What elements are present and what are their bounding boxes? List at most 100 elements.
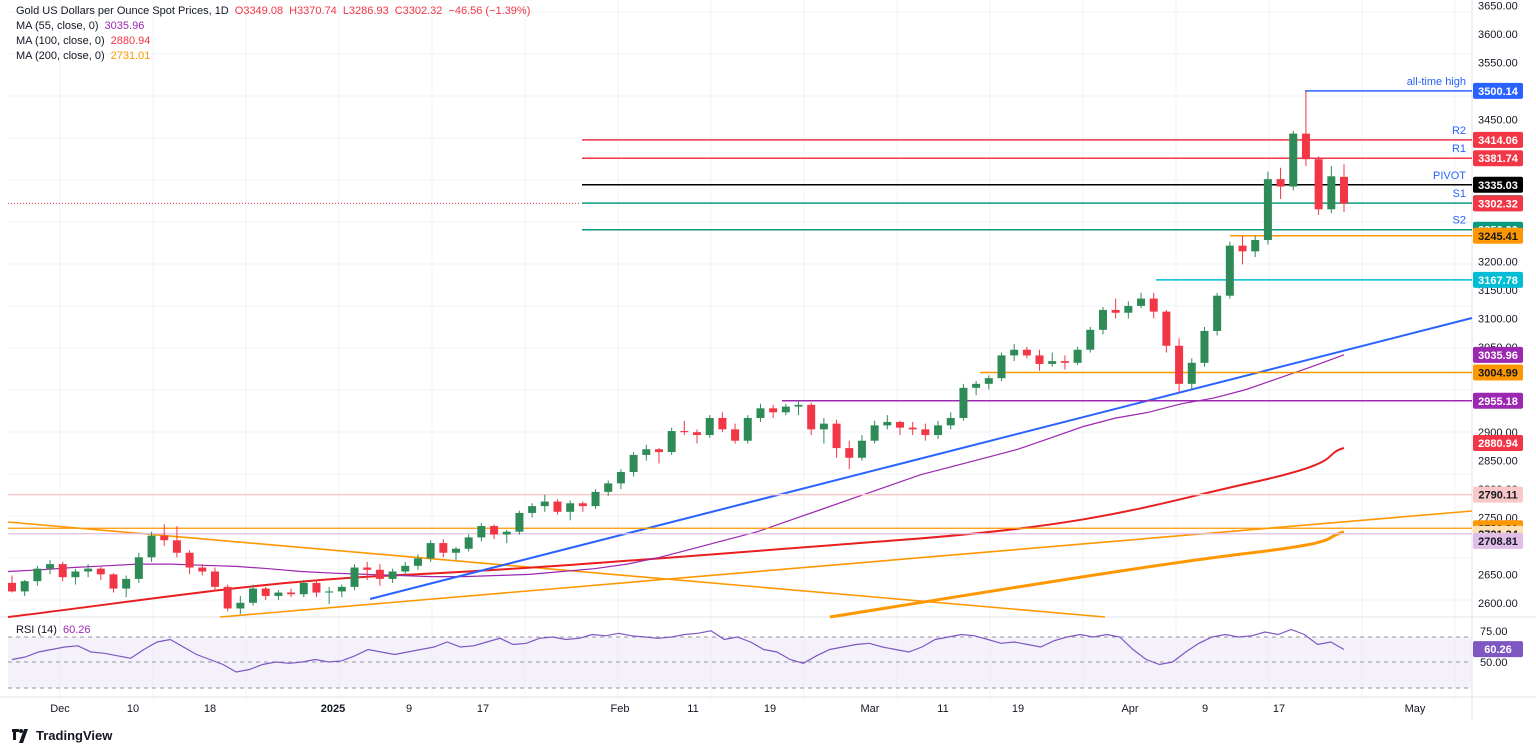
tradingview-logo-icon bbox=[12, 728, 28, 743]
ma55-value: 3035.96 bbox=[104, 20, 145, 32]
y-tick-label: 2650.00 bbox=[1478, 569, 1518, 581]
rsi-value: 60.26 bbox=[62, 624, 91, 636]
x-tick-label: 17 bbox=[477, 703, 489, 715]
x-tick-label: 17 bbox=[1273, 703, 1285, 715]
candle-body bbox=[122, 578, 131, 589]
candle-body bbox=[718, 417, 727, 430]
candle-body bbox=[819, 423, 828, 430]
axis-badge-2790.11-bg bbox=[1473, 486, 1523, 503]
x-tick-label: 19 bbox=[764, 703, 776, 715]
y-tick-label: 3200.00 bbox=[1478, 257, 1518, 269]
ma55-row[interactable]: MA (55, close, 0) 3035.96 bbox=[16, 19, 530, 34]
axis-badge-all-time-high: 3500.14 bbox=[1478, 86, 1519, 98]
candle-body bbox=[654, 449, 663, 453]
candle-body bbox=[896, 421, 904, 428]
candle-body bbox=[502, 531, 511, 535]
ma55-line bbox=[7, 354, 1345, 578]
candle-body bbox=[642, 449, 651, 455]
rsi-tick-label: 75.00 bbox=[1480, 626, 1508, 638]
ma200-label: MA (200, close, 0) bbox=[16, 50, 105, 62]
candle-body bbox=[375, 569, 384, 579]
axis-badge-support-2955: 2955.18 bbox=[1478, 396, 1518, 408]
close-value: C3302.32 bbox=[394, 5, 443, 17]
candle-body bbox=[1251, 239, 1260, 252]
rsi-value-badge: 60.26 bbox=[1484, 644, 1512, 656]
ma100-line bbox=[7, 447, 1345, 618]
ma100-label: MA (100, close, 0) bbox=[16, 35, 105, 47]
candle-body bbox=[743, 417, 752, 441]
candle-body bbox=[667, 431, 676, 453]
axis-badge-support-3167-bg bbox=[1473, 271, 1523, 288]
candle-body bbox=[946, 417, 955, 426]
axis-badge-support-3004-bg bbox=[1473, 364, 1523, 381]
candle-body bbox=[185, 552, 194, 568]
ma100-row[interactable]: MA (100, close, 0) 2880.94 bbox=[16, 34, 530, 49]
candle-body bbox=[33, 568, 42, 582]
candle-body bbox=[1048, 361, 1057, 364]
x-tick-label: 18 bbox=[204, 703, 216, 715]
candle-body bbox=[8, 582, 16, 592]
x-tick-label: 10 bbox=[127, 703, 139, 715]
candle-body bbox=[629, 454, 638, 472]
ma200-row[interactable]: MA (200, close, 0) 2731.01 bbox=[16, 49, 530, 64]
candle-body bbox=[337, 586, 346, 592]
level-tag-all-time-high: all-time high bbox=[1407, 76, 1466, 88]
candle-body bbox=[1073, 349, 1082, 363]
y-tick-label: 3600.00 bbox=[1478, 29, 1518, 41]
candle-body bbox=[908, 427, 917, 430]
candle-body bbox=[1098, 309, 1107, 330]
candle-body bbox=[249, 588, 258, 603]
candle-body bbox=[959, 387, 968, 418]
candle-body bbox=[1213, 295, 1222, 331]
ma200-value: 2731.01 bbox=[110, 50, 151, 62]
candle-body bbox=[388, 571, 397, 579]
candle-body bbox=[1276, 179, 1285, 187]
axis-badge-r2: 3414.06 bbox=[1478, 135, 1518, 147]
axis-badge-r2-bg bbox=[1473, 131, 1523, 148]
candle-body bbox=[312, 582, 321, 593]
rsi-legend[interactable]: RSI (14) 60.26 bbox=[16, 624, 91, 636]
candle-body bbox=[223, 586, 232, 609]
ma100-value: 2880.94 bbox=[110, 35, 151, 47]
axis-badge-2708.81: 2708.81 bbox=[1478, 536, 1518, 548]
candle-body bbox=[1314, 159, 1323, 210]
candle-body bbox=[1137, 298, 1146, 306]
candle-body bbox=[46, 564, 55, 569]
candle-body bbox=[528, 506, 537, 513]
candle-body bbox=[160, 535, 169, 541]
candle-body bbox=[1149, 298, 1158, 312]
candle-body bbox=[84, 568, 93, 572]
candle-body bbox=[1035, 355, 1044, 364]
candle-body bbox=[71, 571, 80, 578]
rsi-line bbox=[11, 628, 1345, 673]
axis-badge-2880.94-bg bbox=[1473, 435, 1523, 452]
candle-body bbox=[299, 582, 308, 595]
ma55-label: MA (55, close, 0) bbox=[16, 20, 99, 32]
low-value: L3286.93 bbox=[342, 5, 389, 17]
candle-body bbox=[287, 592, 296, 595]
candle-body bbox=[198, 567, 207, 572]
rsi-tick-label: 50.00 bbox=[1480, 657, 1508, 669]
candle-body bbox=[134, 557, 143, 579]
candle-body bbox=[20, 581, 29, 592]
candle-body bbox=[693, 432, 702, 436]
tradingview-brand[interactable]: TradingView bbox=[12, 728, 112, 743]
candle-body bbox=[1187, 362, 1196, 384]
axis-badge-3302.32: 3302.32 bbox=[1478, 198, 1518, 210]
candle-body bbox=[109, 574, 118, 589]
candle-body bbox=[439, 543, 448, 553]
x-tick-label: 11 bbox=[937, 703, 948, 715]
candle-body bbox=[363, 567, 372, 570]
open-value: O3349.08 bbox=[234, 5, 284, 17]
axis-badge-3302.32-bg bbox=[1473, 195, 1523, 212]
axis-badge-2790.11: 2790.11 bbox=[1478, 490, 1517, 502]
candle-body bbox=[680, 431, 689, 433]
candle-body bbox=[616, 471, 625, 484]
candle-body bbox=[591, 491, 600, 507]
candle-body bbox=[566, 503, 575, 512]
axis-badge-2880.94: 2880.94 bbox=[1478, 438, 1519, 450]
blue-uptrend-line bbox=[369, 317, 1473, 600]
candle-body bbox=[515, 512, 524, 532]
candle-body bbox=[578, 503, 587, 507]
